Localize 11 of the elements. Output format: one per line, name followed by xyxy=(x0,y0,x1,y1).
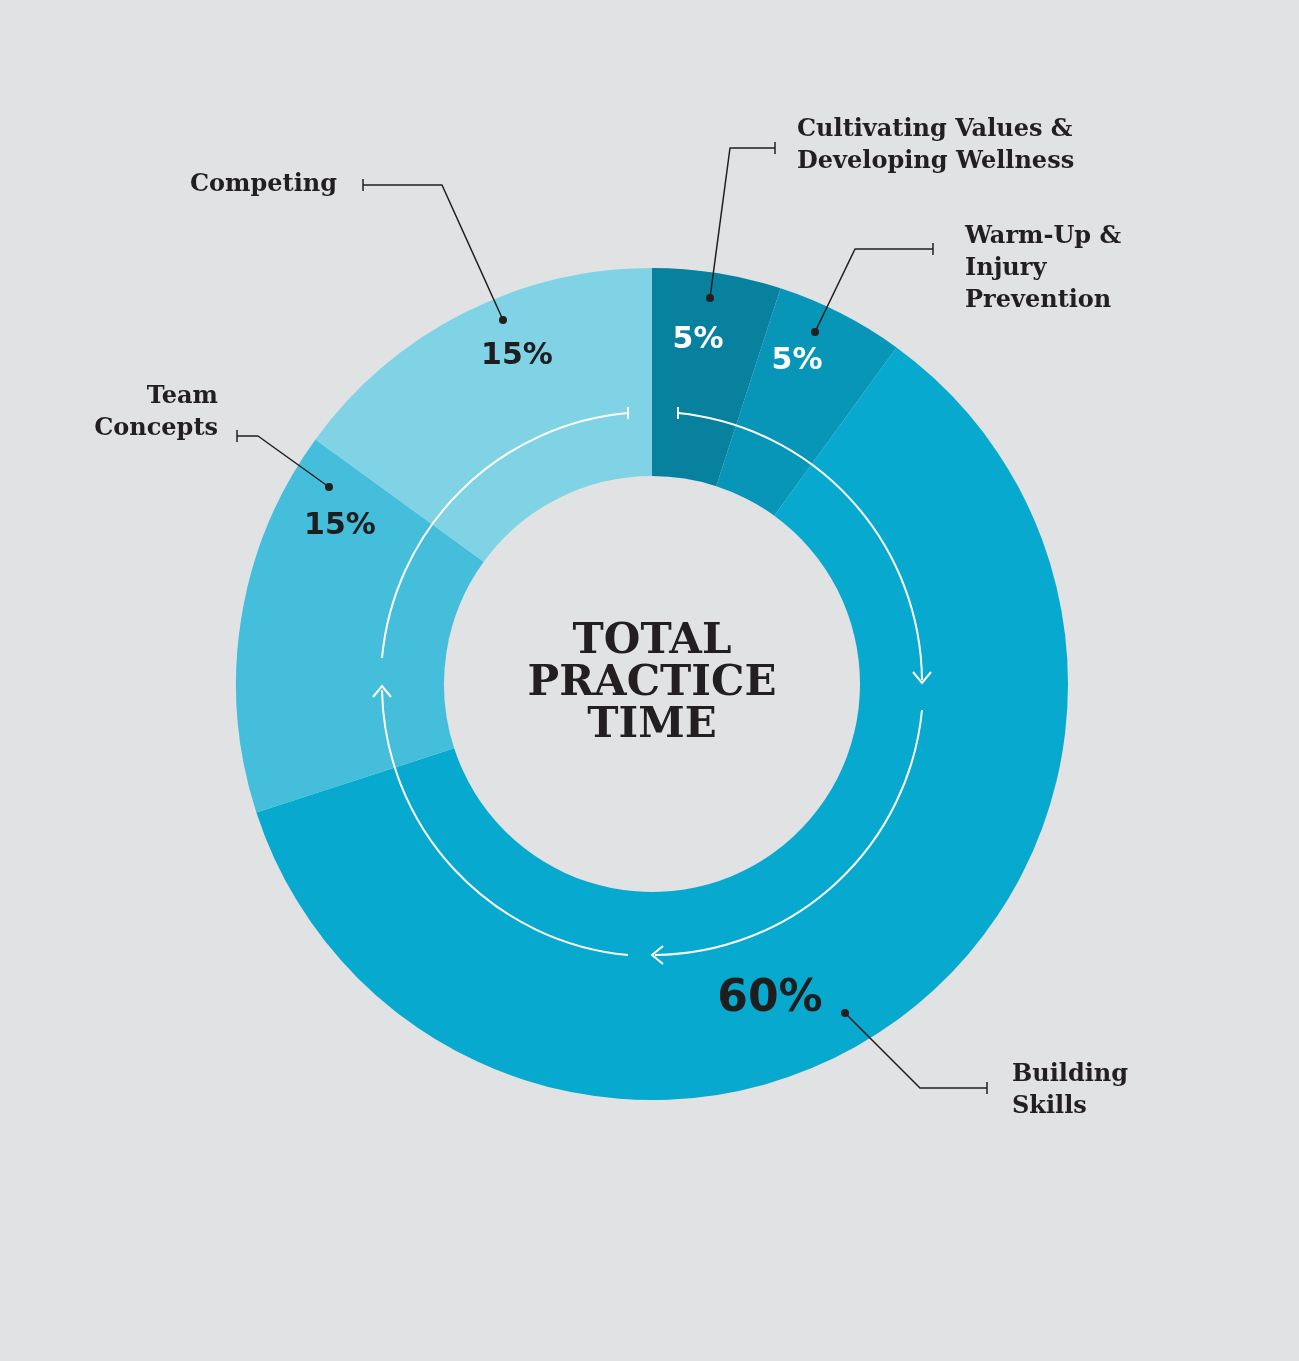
slice-label: Competing xyxy=(190,168,338,197)
text: TOTAL PRACTICE TIME xyxy=(527,613,777,747)
data-label: 15% xyxy=(304,505,376,541)
slice-label: Cultivating Values & Developing Wellness xyxy=(797,113,1075,174)
slice-label: Building Skills xyxy=(1012,1058,1129,1119)
data-label: 60% xyxy=(717,970,823,1022)
slice-label: Team Concepts xyxy=(94,380,218,441)
slice-label: Warm-Up & Injury Prevention xyxy=(964,220,1122,313)
data-label: 5% xyxy=(771,340,823,376)
data-label: 15% xyxy=(481,335,553,371)
data-label: 5% xyxy=(672,319,724,355)
